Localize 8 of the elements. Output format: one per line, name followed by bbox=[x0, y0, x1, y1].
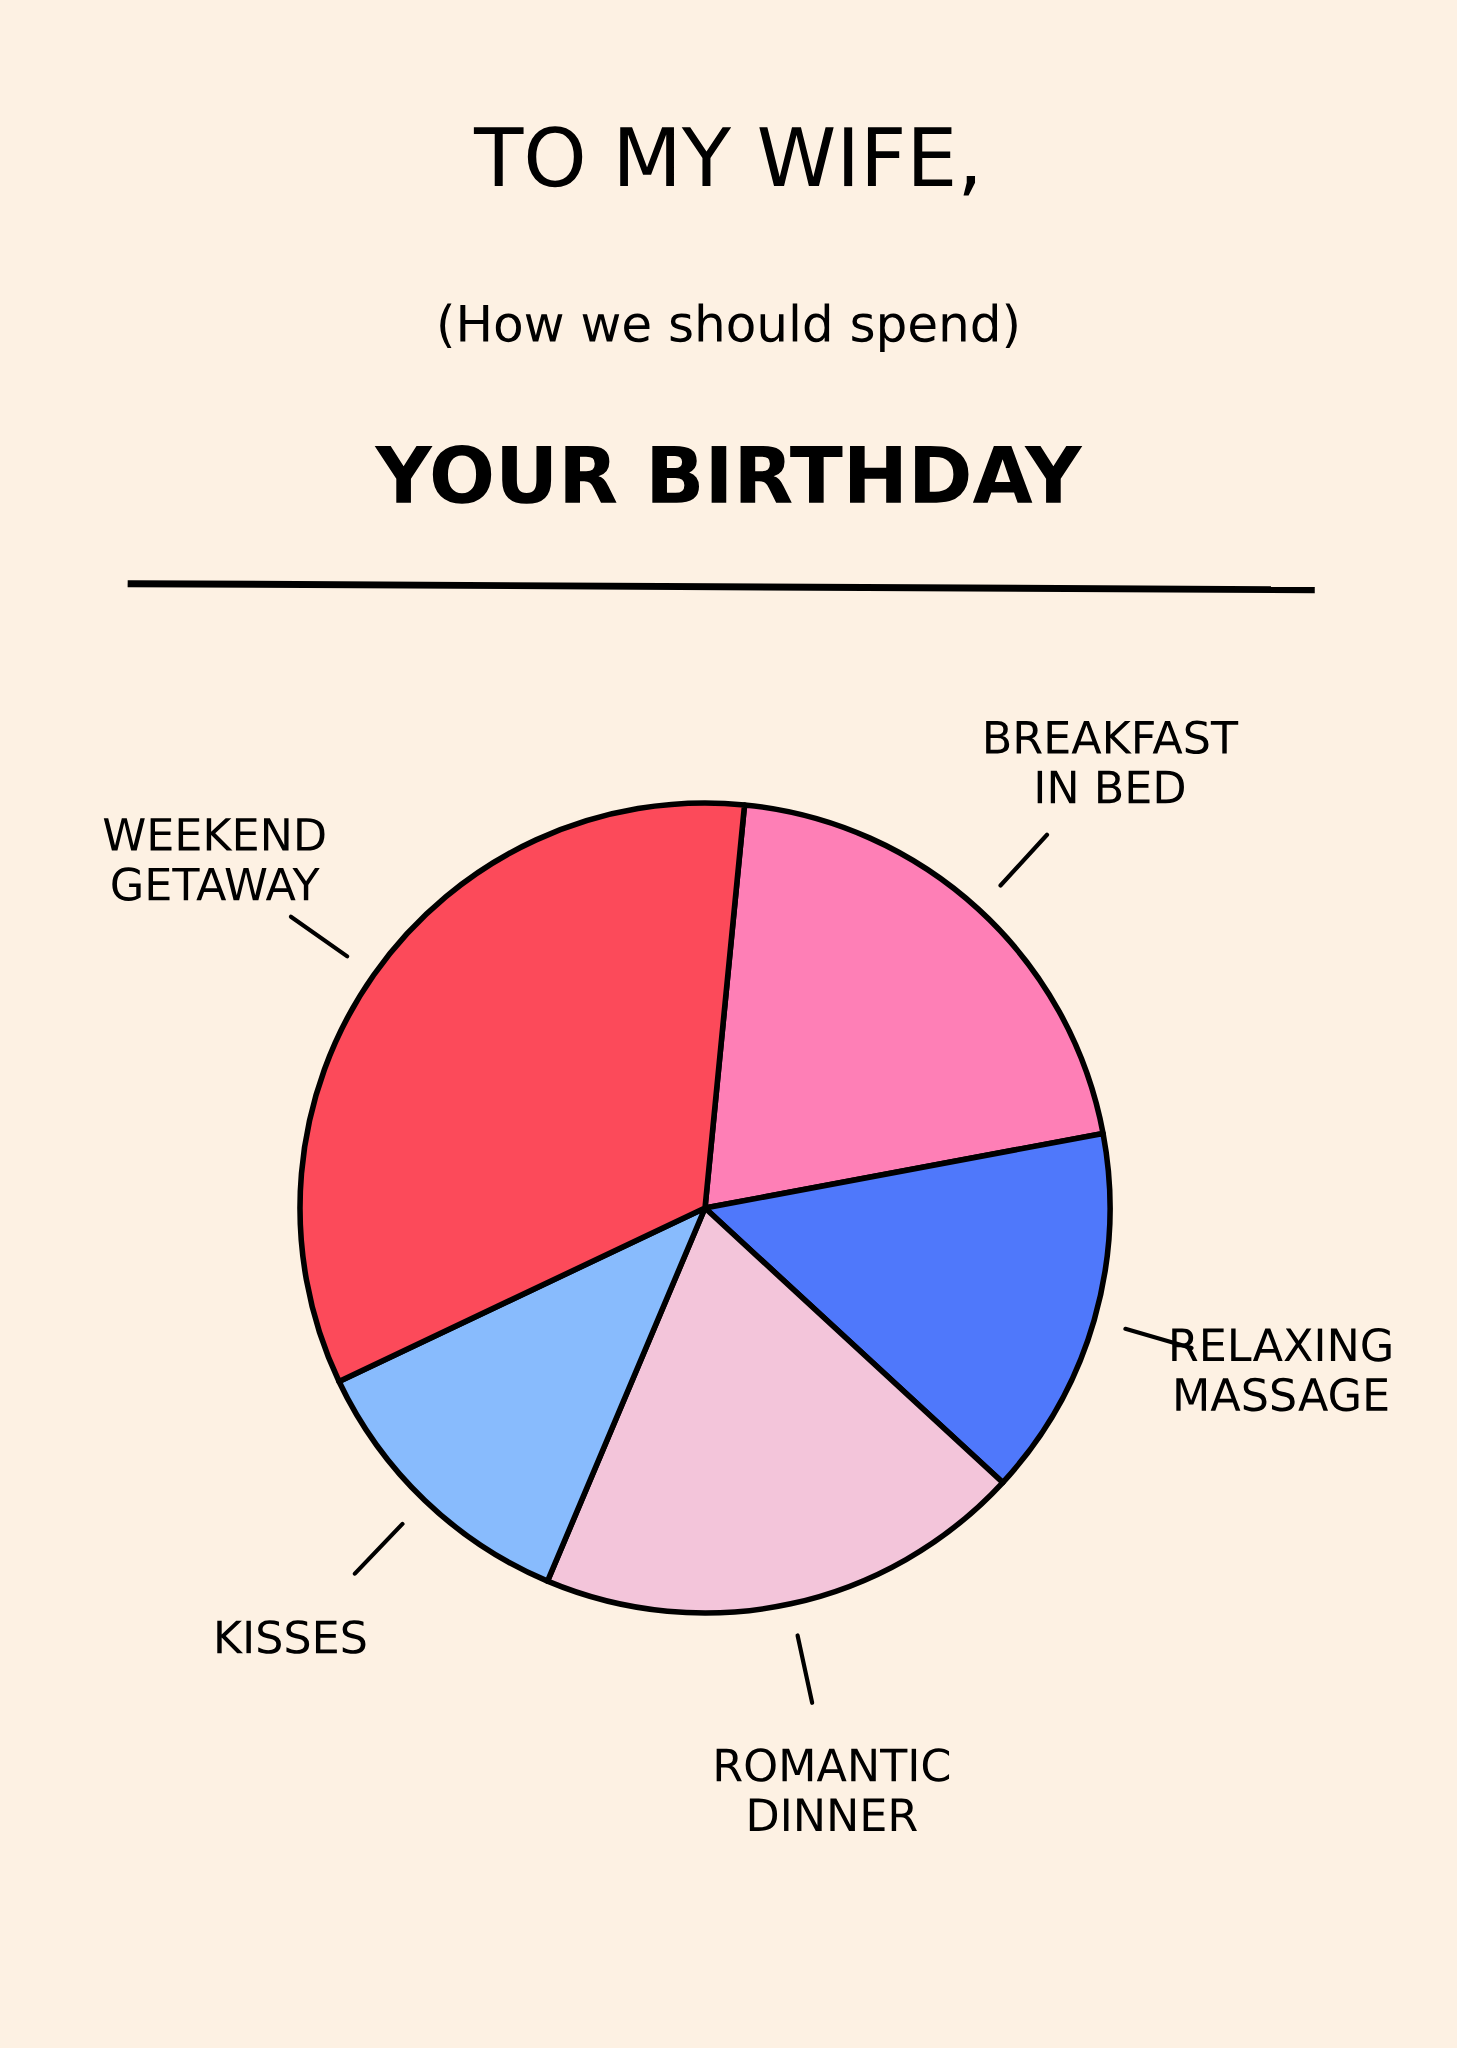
slice-label: RELAXING MASSAGE bbox=[1172, 1328, 1391, 1412]
chart-title: TO MY WIFE, bbox=[473, 126, 976, 196]
slice-label: WEEKEND GETAWAY bbox=[103, 818, 325, 901]
text: YOUR BIRTHDAY bbox=[374, 445, 1083, 504]
slice-label: KISSES bbox=[217, 1620, 366, 1654]
slice-label: ROMANTIC DINNER bbox=[716, 1748, 950, 1831]
chart-subtitle: (How we should spend) bbox=[440, 303, 1017, 352]
slice-label: BREAKFAST IN BED bbox=[986, 720, 1239, 804]
